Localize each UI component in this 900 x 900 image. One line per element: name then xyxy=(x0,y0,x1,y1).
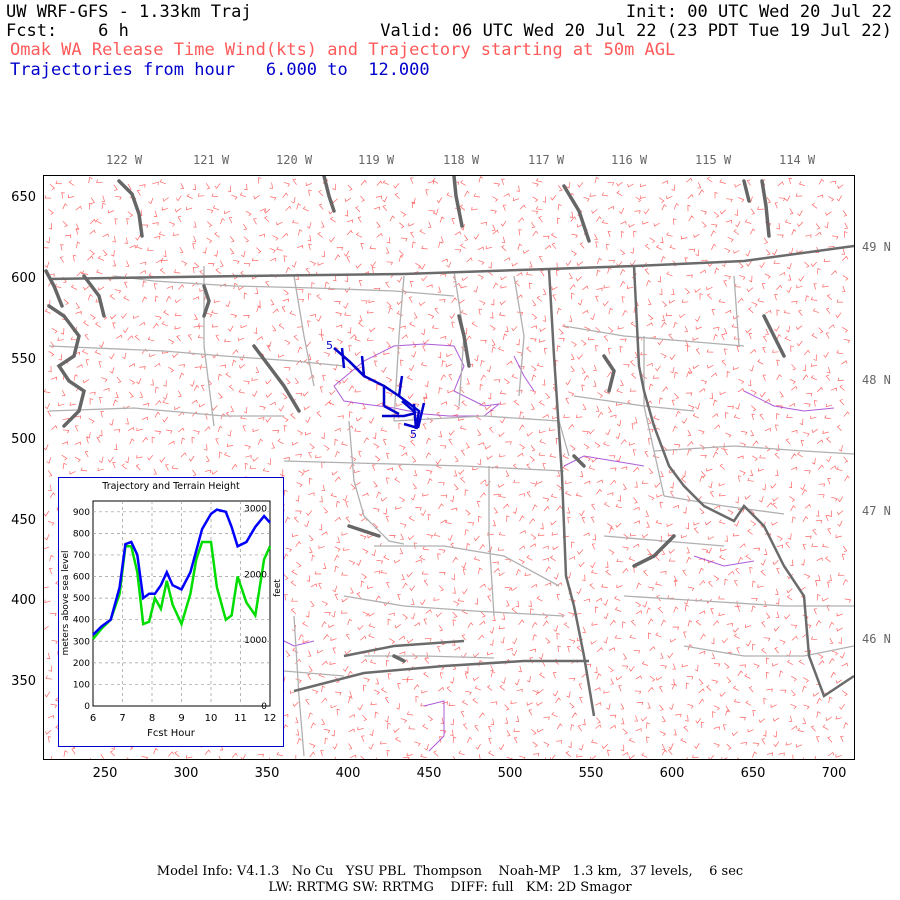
inset-x-tick: 9 xyxy=(178,713,184,724)
x-tick-label: 500 xyxy=(497,766,523,781)
longitude-label: 118 W xyxy=(443,153,480,167)
terrain-contour xyxy=(273,343,835,752)
inset-y-tick-left: 600 xyxy=(73,573,90,583)
model-info: Model Info: V4.1.3 No Cu YSU PBL Thompso… xyxy=(156,864,744,879)
coastline xyxy=(44,174,786,663)
latitude-label: 47 N xyxy=(862,504,891,518)
inset-y-tick-left: 0 xyxy=(84,702,90,712)
longitude-label: 114 W xyxy=(779,153,816,167)
init-time: Init: 00 UTC Wed 20 Jul 22 xyxy=(625,2,892,22)
county-lines xyxy=(48,266,855,757)
x-tick-label: 450 xyxy=(416,766,442,781)
y-tick-label: 600 xyxy=(11,271,36,286)
series-line-terrain xyxy=(92,540,272,640)
map-title: UW WRF-GFS - 1.33km Traj xyxy=(6,2,252,22)
y-tick-label: 650 xyxy=(11,190,36,205)
inset-x-tick: 8 xyxy=(149,713,155,724)
y-tick-label: 550 xyxy=(11,352,36,367)
latitude-label: 48 N xyxy=(862,373,891,387)
inset-x-ticks: 6 7 8 9 10 11 12 xyxy=(90,713,277,724)
x-tick-label: 550 xyxy=(578,766,604,781)
inset-x-tick: 12 xyxy=(264,713,277,724)
series-line-trajectory xyxy=(92,508,271,636)
model-physics: LW: RRTMG SW: RRTMG DIFF: full KM: 2D Sm… xyxy=(268,880,632,895)
trajectory-end-label: 5 xyxy=(410,428,417,441)
x-tick-label: 700 xyxy=(821,766,847,781)
longitude-label: 120 W xyxy=(276,153,313,167)
map-panel: 5 5 xyxy=(42,174,855,765)
longitude-label: 119 W xyxy=(358,153,395,167)
trajectory-path xyxy=(333,347,426,430)
inset-grid xyxy=(93,501,270,706)
state-borders xyxy=(48,244,855,717)
inset-x-tick: 11 xyxy=(234,713,247,724)
inset-y-tick-left: 200 xyxy=(73,659,90,669)
y-tick-label: 500 xyxy=(11,432,36,447)
inset-series xyxy=(92,508,272,640)
longitude-label: 121 W xyxy=(193,153,230,167)
map-canvas: 5 5 xyxy=(42,174,855,765)
x-tick-label: 350 xyxy=(254,766,280,781)
longitude-label: 117 W xyxy=(528,153,565,167)
inset-y-tick-left: 300 xyxy=(73,637,90,647)
longitude-label: 116 W xyxy=(611,153,648,167)
inset-title: Trajectory and Terrain Height xyxy=(101,481,240,492)
inset-y-tick-right: 3000 xyxy=(244,505,267,515)
inset-y-tick-left: 400 xyxy=(73,616,90,626)
inset-y-tick-left: 900 xyxy=(73,508,90,518)
inset-y-ticks-left: 0 100 200 300 400 500 600 700 800 900 xyxy=(73,508,90,712)
x-tick-label: 600 xyxy=(659,766,685,781)
inset-y-tick-left: 100 xyxy=(73,680,90,690)
latitude-label: 46 N xyxy=(862,632,891,646)
valid-time: Valid: 06 UTC Wed 20 Jul 22 (23 PDT Tue … xyxy=(380,21,892,41)
inset-x-tick: 7 xyxy=(119,713,125,724)
inset-x-tick: 6 xyxy=(90,713,96,724)
y-tick-label: 400 xyxy=(11,593,36,608)
x-tick-label: 400 xyxy=(335,766,361,781)
inset-y-ticks-right: 0 1000 2000 3000 xyxy=(244,505,267,712)
inset-chart: Trajectory and Terrain Height 6 7 8 9 10 11 12… xyxy=(61,481,283,739)
inset-y-tick-left: 500 xyxy=(73,594,90,604)
x-tick-label: 300 xyxy=(173,766,199,781)
trajectory-terrain-inset: Trajectory and Terrain Height 6 7 8 9 10 11 12… xyxy=(58,477,284,747)
x-tick-label: 650 xyxy=(740,766,766,781)
latitude-label: 49 N xyxy=(862,240,891,254)
trajectory-hours: Trajectories from hour 6.000 to 12.000 xyxy=(10,60,430,80)
forecast-hour: Fcst: 6 h xyxy=(6,21,129,41)
longitude-label: 115 W xyxy=(695,153,732,167)
inset-y-tick-right: 0 xyxy=(261,702,267,712)
longitude-label: 122 W xyxy=(106,153,143,167)
inset-y-tick-right: 2000 xyxy=(244,570,267,580)
subtitle: Omak WA Release Time Wind(kts) and Traje… xyxy=(10,40,676,60)
x-tick-label: 250 xyxy=(92,766,118,781)
inset-y-tick-left: 700 xyxy=(73,551,90,561)
inset-y-tick-right: 1000 xyxy=(244,636,267,646)
inset-y-label-right: feet xyxy=(273,579,283,597)
inset-y-label-left: meters above sea level xyxy=(61,550,71,655)
y-tick-label: 350 xyxy=(11,674,36,689)
y-tick-label: 450 xyxy=(11,513,36,528)
inset-x-tick: 10 xyxy=(205,713,218,724)
inset-x-label: Fcst Hour xyxy=(147,728,196,739)
trajectory-start-label: 5 xyxy=(326,339,333,352)
inset-y-tick-left: 800 xyxy=(73,529,90,539)
